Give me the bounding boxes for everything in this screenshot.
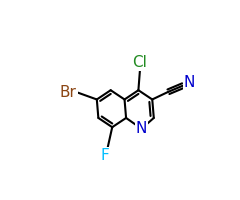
Text: N: N	[184, 75, 195, 90]
Text: Br: Br	[60, 85, 77, 100]
Text: N: N	[136, 121, 147, 136]
Text: F: F	[100, 148, 109, 163]
Text: Cl: Cl	[132, 55, 147, 70]
